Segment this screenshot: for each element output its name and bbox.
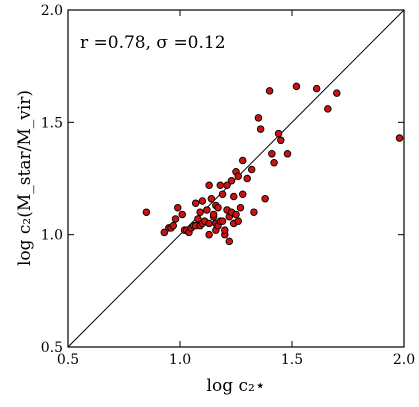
x-tick-label: 0.5: [57, 352, 79, 368]
data-point: [214, 203, 222, 212]
data-point: [243, 174, 251, 183]
y-tick-label: 2.0: [41, 3, 63, 19]
data-point: [333, 89, 341, 97]
data-point: [203, 206, 211, 214]
y-axis-label: log c₂(M_star/M_vir): [15, 90, 35, 266]
data-point: [234, 217, 242, 225]
data-point: [209, 210, 218, 219]
data-point: [218, 217, 227, 225]
x-axis-label: log c₂⋆: [207, 376, 266, 396]
data-point: [160, 228, 169, 237]
data-point: [250, 208, 258, 216]
data-point: [205, 230, 213, 239]
data-point: [142, 208, 151, 216]
data-point: [238, 156, 247, 165]
data-point: [277, 136, 285, 145]
data-point: [207, 194, 216, 203]
data-point: [238, 190, 247, 198]
data-point: [283, 150, 292, 158]
x-tick-label: 2.0: [393, 352, 415, 368]
data-point: [234, 172, 242, 181]
data-point: [169, 221, 178, 230]
data-point: [178, 210, 186, 219]
data-point: [265, 87, 274, 95]
data-point: [236, 203, 245, 212]
data-point: [230, 192, 238, 201]
data-point: [268, 150, 276, 158]
y-tick-label: 1.0: [41, 228, 63, 244]
data-point: [194, 215, 202, 223]
data-point: [274, 129, 283, 138]
y-tick-label: 0.5: [41, 340, 63, 356]
data-point: [205, 181, 213, 189]
data-point: [324, 105, 332, 113]
x-tick-label: 1.0: [169, 352, 191, 368]
data-point: [292, 82, 301, 91]
data-point: [254, 114, 263, 122]
data-point: [312, 84, 321, 93]
y-tick-label: 1.5: [41, 115, 63, 131]
data-point: [227, 176, 236, 185]
data-point: [191, 199, 200, 207]
data-point: [223, 181, 231, 189]
data-point: [225, 237, 234, 246]
data-point: [221, 226, 229, 234]
data-point: [196, 208, 204, 216]
data-point: [198, 197, 207, 205]
data-point: [261, 194, 269, 203]
data-point: [256, 125, 265, 133]
data-point: [218, 190, 227, 198]
plot-frame: [67, 9, 405, 348]
data-point: [174, 203, 182, 212]
stats-annotation: r =0.78, σ =0.12: [80, 33, 226, 53]
data-point: [171, 215, 180, 223]
x-tick-label: 1.5: [281, 352, 303, 368]
data-point: [395, 134, 404, 142]
data-point: [205, 219, 213, 228]
data-point: [270, 159, 278, 167]
data-point: [232, 210, 240, 219]
data-point: [247, 165, 256, 174]
data-point: [216, 181, 225, 189]
